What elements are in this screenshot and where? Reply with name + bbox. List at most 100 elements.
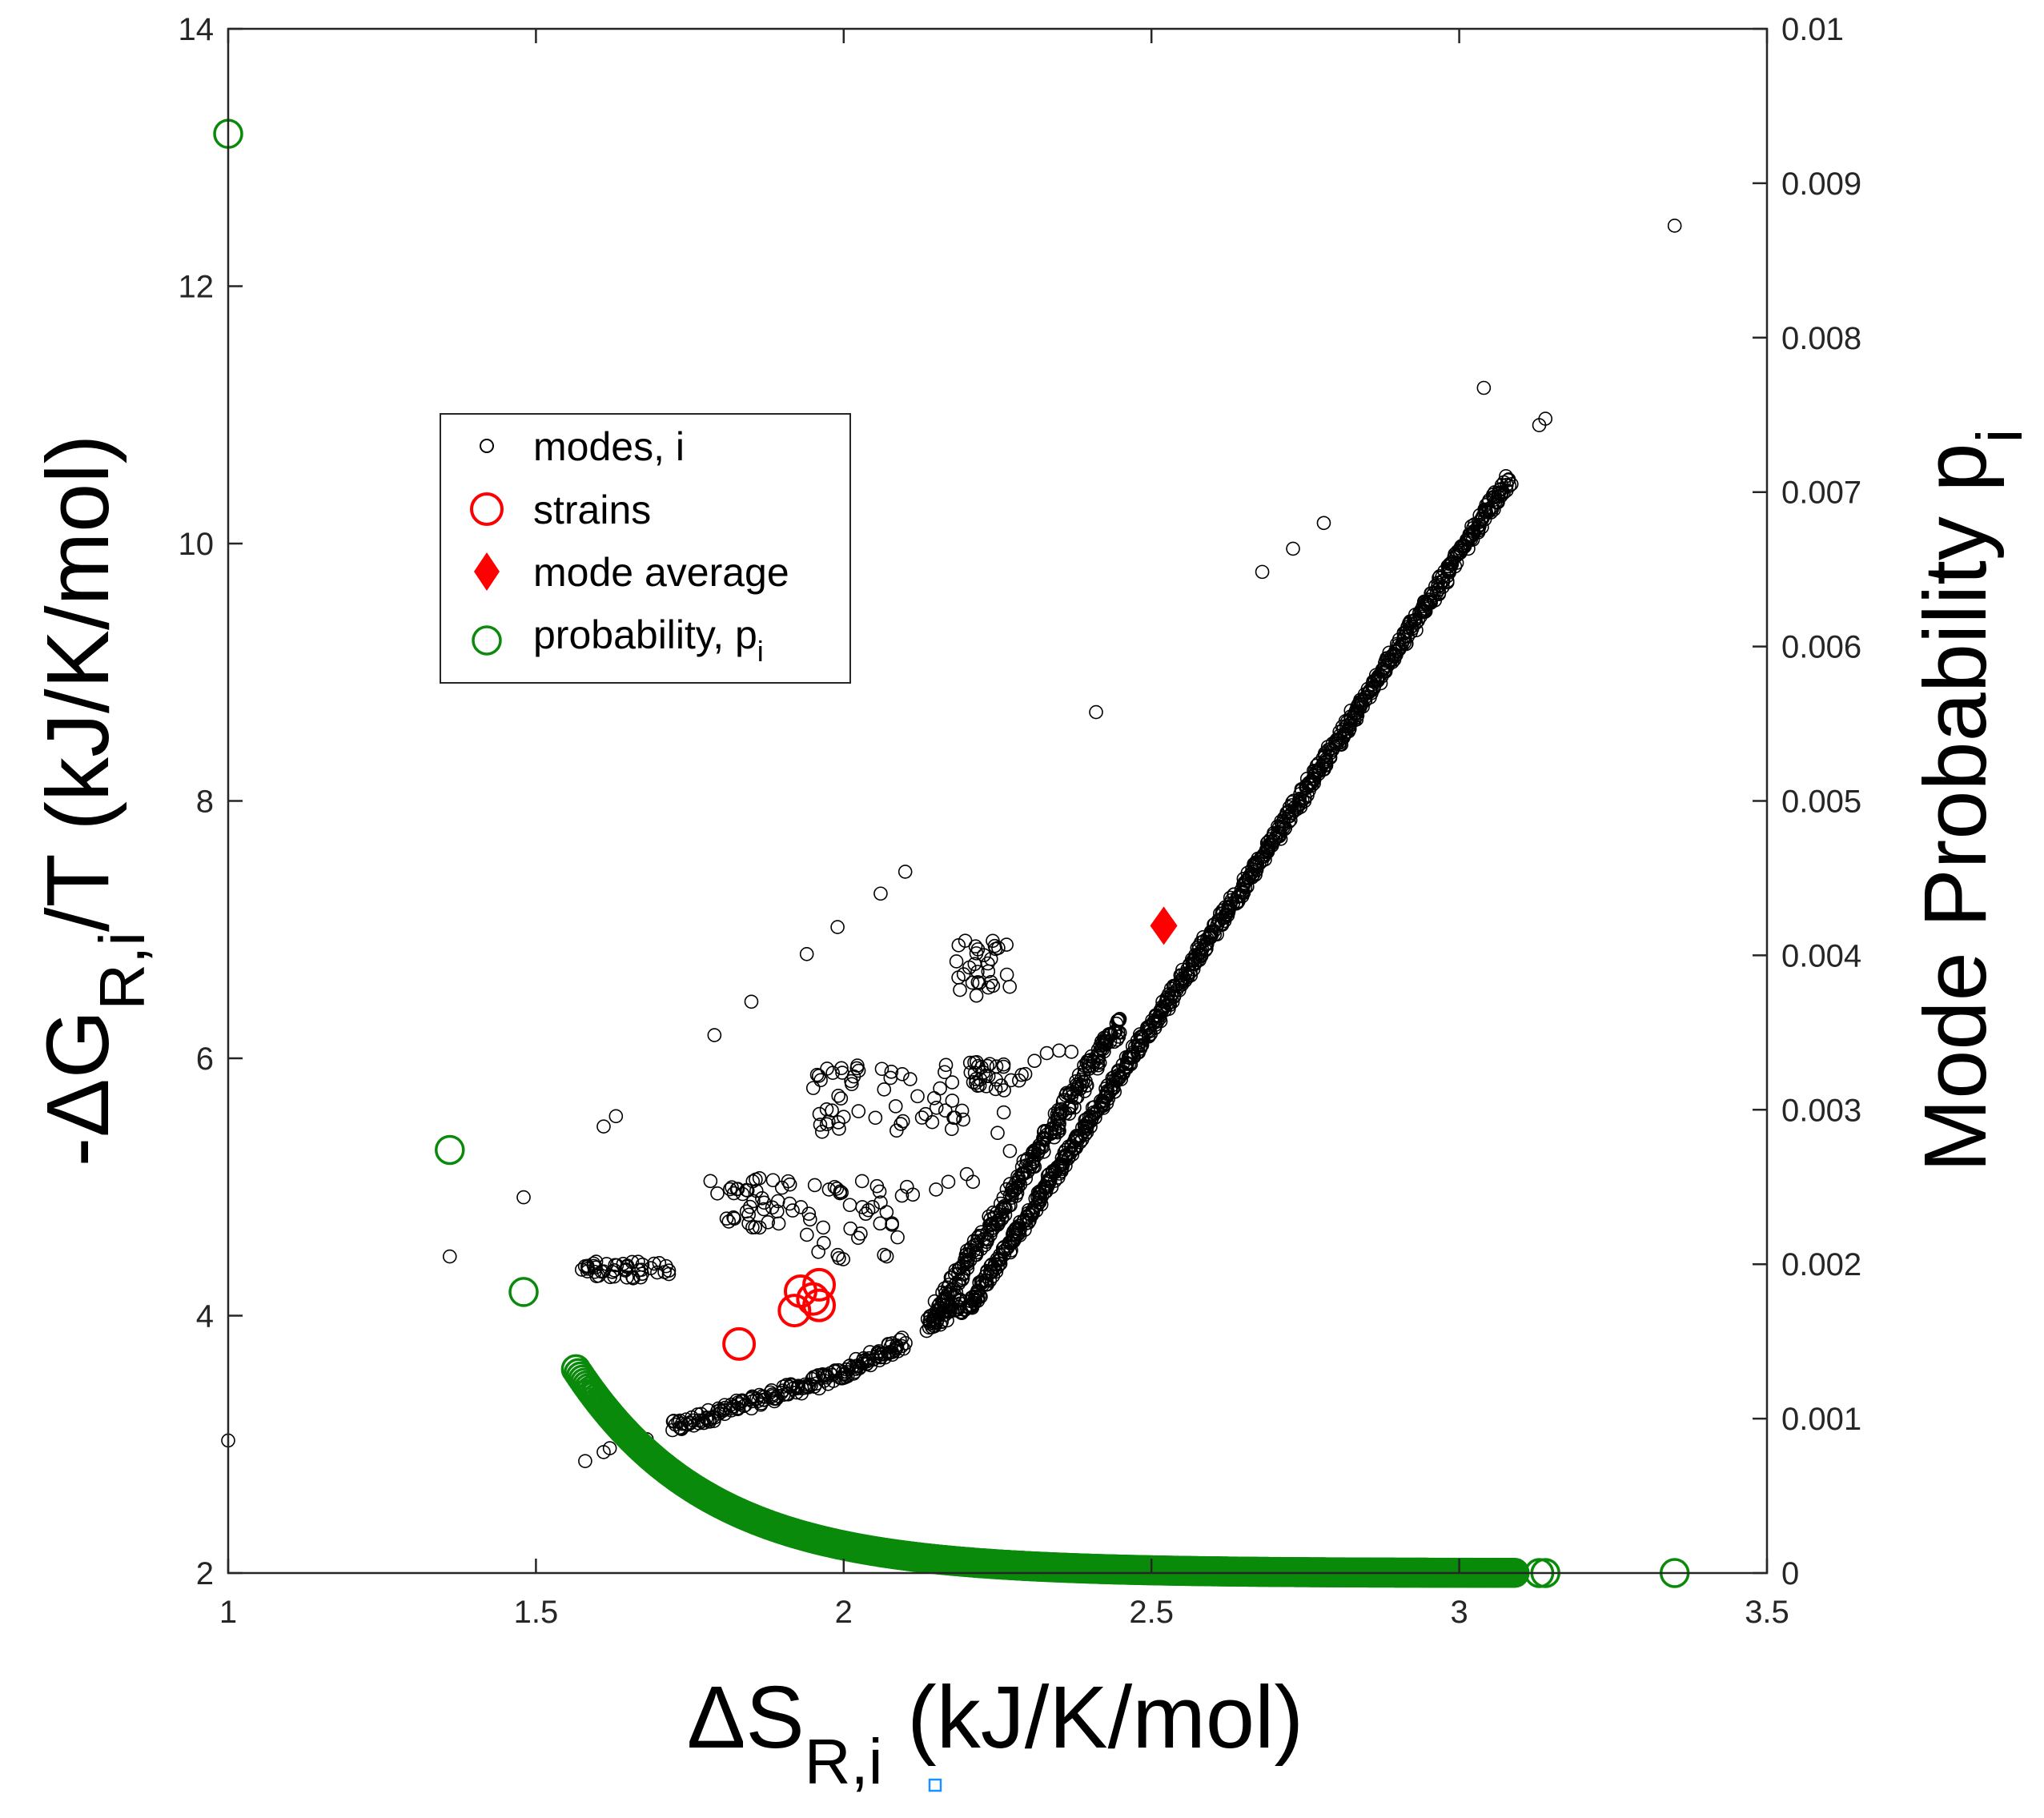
mode-point [812,1106,827,1122]
mode-point [996,1105,1011,1120]
legend-label-modes: modes, i [533,424,685,469]
mode-point [999,937,1014,952]
mode-point [1474,512,1488,527]
x-tick-label: 2.5 [1129,1595,1174,1630]
mode-point [721,1214,737,1229]
legend-marker-probability [472,625,502,656]
mode-point [811,1245,825,1259]
mode-point [1266,828,1281,843]
left-y-tick-label: 6 [196,1041,214,1077]
mode-point [765,1173,781,1188]
mode-point [1011,1174,1026,1190]
mode-point [981,964,996,979]
mode-point [749,1183,764,1198]
x-tick-label: 3.5 [1745,1595,1789,1630]
mode-point [962,960,977,975]
mode-point [831,1089,845,1103]
mode-point [884,1065,899,1079]
mode-point [981,1069,996,1084]
mode-point [774,1180,789,1195]
legend: modes, i strains mode average probabilit… [440,413,851,684]
mode-point [1504,477,1519,492]
mode-point [895,1066,910,1082]
mode-point [723,1182,737,1197]
right-y-axis-title: Mode Probability pi [1906,429,2035,1173]
stray-marker [928,1778,942,1792]
left-y-tick-label: 8 [196,785,214,820]
mode-point [1223,890,1238,905]
x-axis-ticks: 1 1.5 2 2.5 3 3.5 [219,29,1789,1630]
mode-point [800,1227,814,1242]
mode-point [785,1203,800,1218]
right-y-axis-ticks: 0 0.001 0.002 0.003 0.004 0.005 0.006 0.007 0.00… [1753,12,1861,1591]
modes-series [221,219,1682,1468]
mode-point [809,1369,823,1384]
probability-point [508,1277,539,1307]
mode-point [831,1115,845,1130]
mode-point [834,1061,849,1076]
mode-point [954,1103,970,1118]
mode-point [1298,790,1312,805]
mode-point [990,1126,1005,1141]
strain-point [722,1326,757,1361]
mode-point [828,1363,842,1378]
mode-point [1502,479,1517,493]
legend-marker-mode-average [474,552,500,591]
mode-point [951,970,966,985]
mode-point [945,1094,960,1108]
mode-point [726,1186,741,1201]
mode-point [1002,1143,1018,1158]
x-tick-label: 1 [219,1595,237,1630]
mode-point [596,1119,611,1134]
mode-point [941,1174,956,1190]
left-y-axis-title: -ΔGR,i/T (kJ/K/mol) [29,435,158,1167]
left-y-axis-ticks: 2 4 6 8 10 12 14 [179,12,243,1591]
mode-point [816,1220,830,1235]
mode-point [986,978,1001,993]
mode-point [620,1270,634,1285]
mode-point [914,1110,930,1125]
mode-point [578,1454,592,1468]
mode-point [874,1062,889,1077]
mode-point [603,1270,618,1285]
mode-point [951,938,966,953]
mode-point [879,1249,894,1264]
mode-point [1047,1174,1062,1188]
mode-point [903,1072,918,1086]
mode-point [707,1028,722,1042]
mode-point [851,1104,866,1118]
mode-point [793,1200,809,1214]
probability-point [435,1134,465,1166]
mode-point [1538,411,1553,426]
strain-point [777,1294,812,1328]
left-y-tick-label: 12 [179,270,215,305]
mode-point [1165,986,1179,1001]
mode-point [894,1338,909,1354]
mode-point [1499,469,1513,484]
mode-point [877,1082,892,1097]
mode-point [757,1202,771,1217]
mode-point [945,1075,960,1090]
strains-series [722,1267,837,1361]
mode-point [1667,219,1682,233]
mode-point [939,1298,954,1312]
mode-point [997,1083,1011,1098]
mode-point [1286,541,1300,556]
mode-point [845,1077,859,1092]
legend-label-strains: strains [533,488,651,532]
mode-point [918,1106,933,1122]
mode-point [714,1404,729,1419]
mode-point [929,1182,943,1197]
mode-point [989,1059,1004,1074]
mode-point [782,1177,797,1192]
mode-point [836,1110,851,1124]
mode-point [1472,517,1487,532]
mode-point [890,1230,905,1245]
mode-point [944,1122,959,1137]
mode-point [1089,704,1103,720]
x-tick-label: 3 [1450,1595,1468,1630]
mode-point [608,1109,624,1124]
mode-point [966,1174,981,1190]
mode-point [889,1123,904,1138]
mode-point [1476,380,1492,395]
